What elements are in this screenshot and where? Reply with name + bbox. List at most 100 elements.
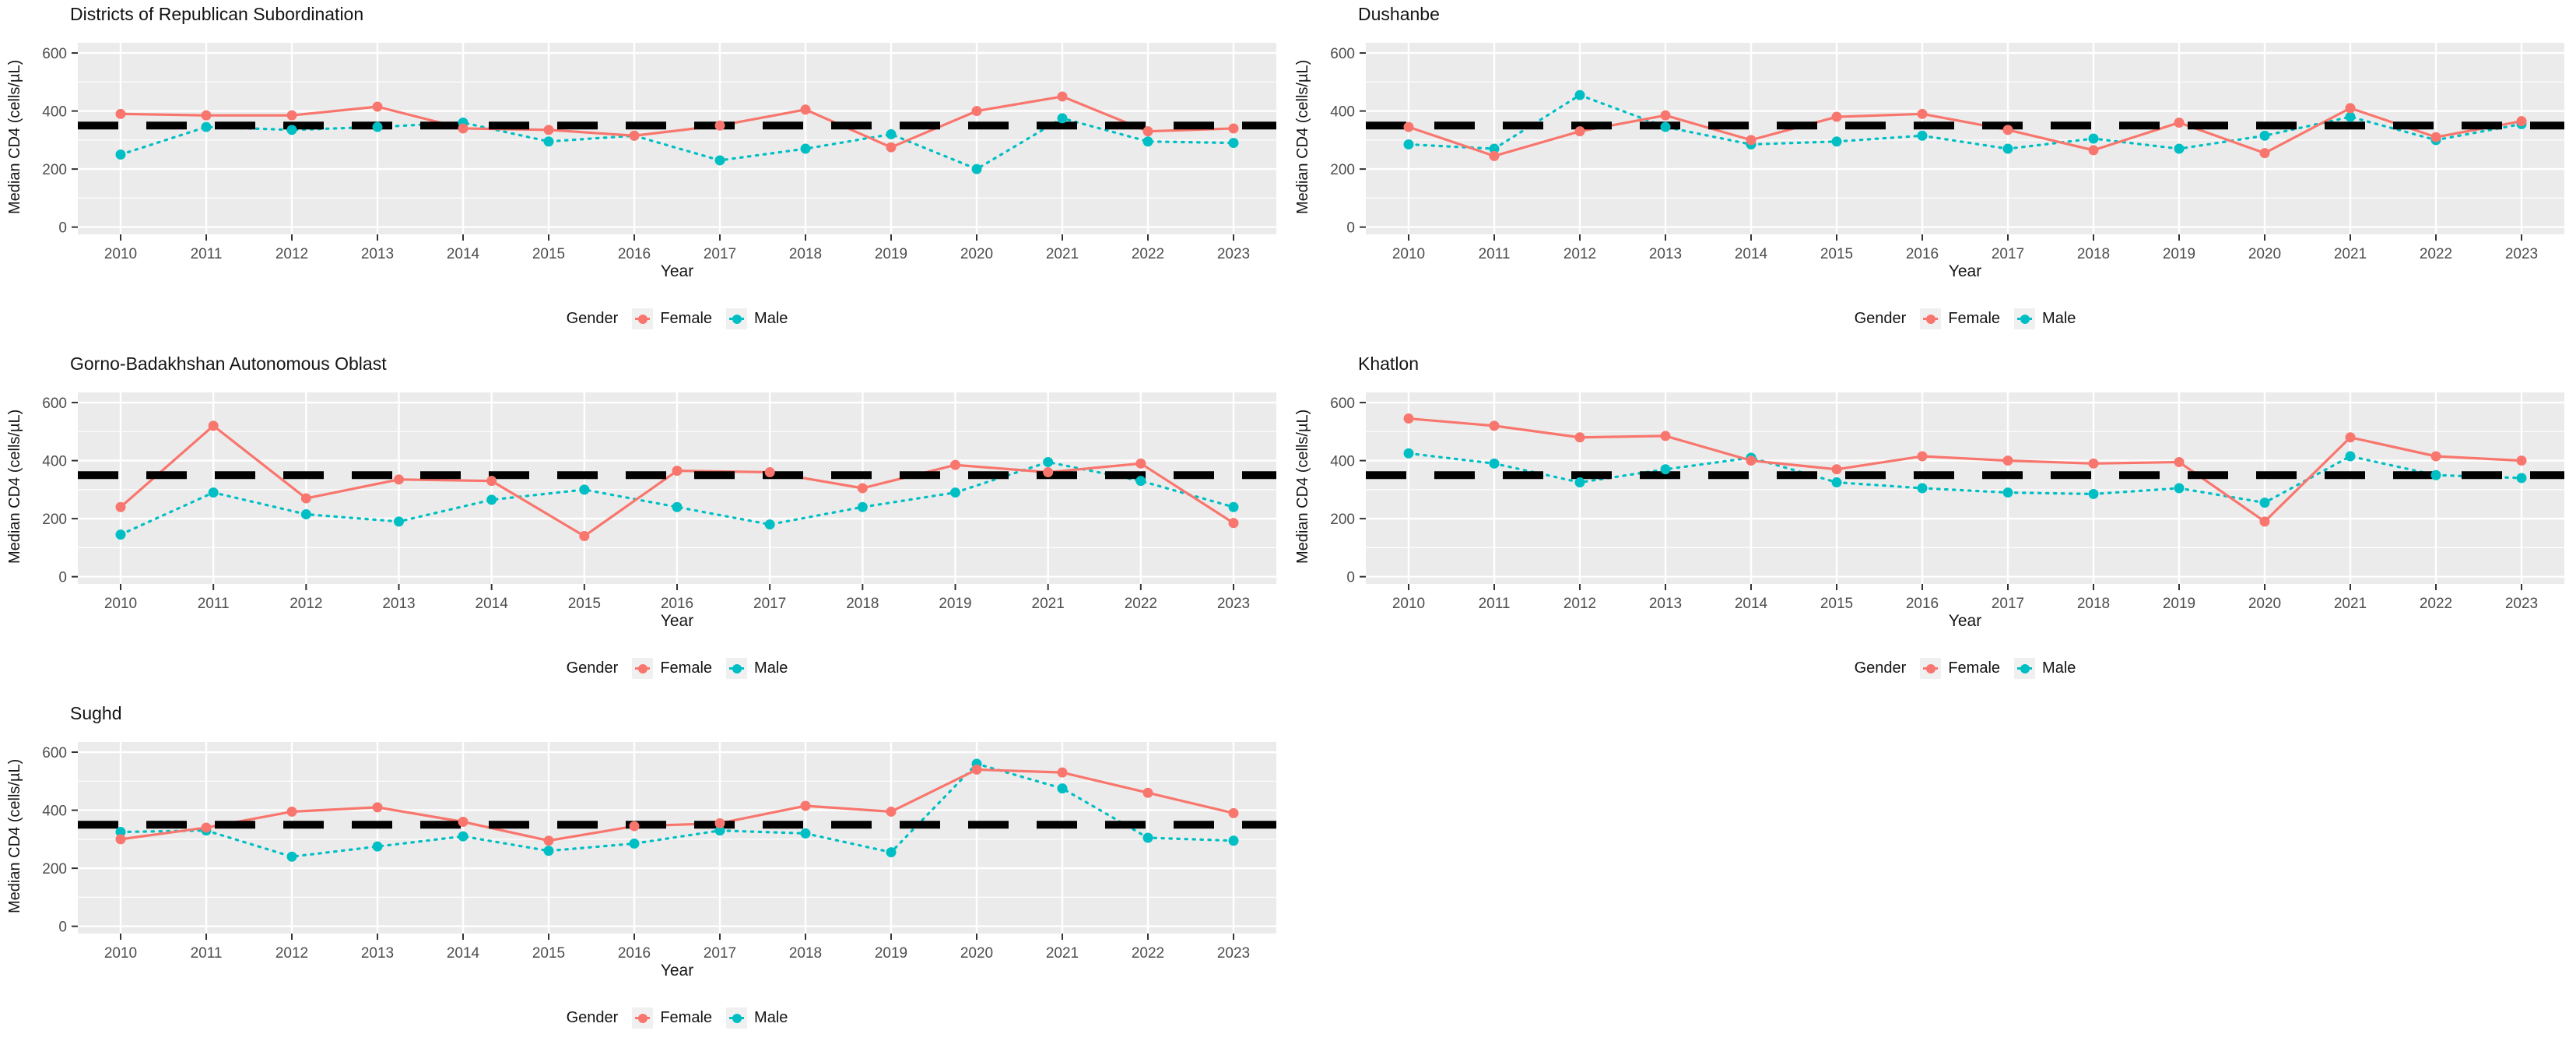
legend-key-male <box>726 658 748 679</box>
svg-text:2012: 2012 <box>1563 596 1596 612</box>
legend-item-female: Female <box>1920 308 2000 329</box>
svg-text:2022: 2022 <box>2420 246 2452 262</box>
legend-item-female: Female <box>632 308 712 329</box>
male-dot-icon <box>732 314 742 324</box>
svg-text:0: 0 <box>58 570 67 586</box>
legend-label-male: Male <box>2042 659 2076 677</box>
gender-legend: Gender Female Male <box>1366 658 2564 679</box>
svg-text:2020: 2020 <box>960 945 993 962</box>
legend-label-female: Female <box>1948 659 2001 677</box>
svg-text:600: 600 <box>42 46 67 62</box>
svg-text:2020: 2020 <box>2248 596 2281 612</box>
chart-title: Khatlon <box>1358 353 1420 374</box>
chart-canvas: 0 200 400 600 2010 2011 2012 2013 2014 2015 2016 20… <box>42 742 1276 962</box>
male-dot-icon <box>732 663 742 673</box>
empty-cell <box>1288 699 2576 1048</box>
svg-text:2020: 2020 <box>2248 246 2281 262</box>
svg-text:200: 200 <box>42 512 67 528</box>
svg-text:2011: 2011 <box>191 945 223 962</box>
svg-text:2016: 2016 <box>618 246 651 262</box>
svg-text:600: 600 <box>1330 46 1355 62</box>
svg-text:2015: 2015 <box>1820 246 1853 262</box>
svg-text:2015: 2015 <box>568 596 601 612</box>
svg-text:2021: 2021 <box>2334 596 2367 612</box>
legend-label-female: Female <box>660 310 713 327</box>
svg-text:2017: 2017 <box>704 945 736 962</box>
svg-text:0: 0 <box>1346 220 1355 237</box>
legend-title: Gender <box>566 1009 619 1026</box>
chart-canvas: 0 200 400 600 2010 2011 2012 2013 2014 2015 2016 20… <box>42 392 1276 612</box>
svg-text:2014: 2014 <box>447 246 480 262</box>
x-axis-label: Year <box>660 262 694 280</box>
svg-text:2019: 2019 <box>939 596 971 612</box>
legend-title: Gender <box>1854 310 1907 327</box>
svg-text:400: 400 <box>42 454 67 470</box>
svg-text:2015: 2015 <box>1820 596 1853 612</box>
legend-item-male: Male <box>2014 658 2076 679</box>
legend-label-male: Male <box>754 310 788 327</box>
svg-text:2015: 2015 <box>532 945 565 962</box>
x-axis-label: Year <box>660 612 694 630</box>
svg-text:2016: 2016 <box>618 945 651 962</box>
x-axis-label: Year <box>1948 262 1982 280</box>
gender-legend: Gender Female Male <box>78 1008 1276 1029</box>
svg-text:2014: 2014 <box>1735 246 1768 262</box>
svg-text:2014: 2014 <box>476 596 509 612</box>
svg-text:2022: 2022 <box>2420 596 2452 612</box>
svg-text:2021: 2021 <box>1032 596 1065 612</box>
gender-legend: Gender Female Male <box>78 658 1276 679</box>
legend-key-female <box>1920 308 1942 329</box>
svg-text:600: 600 <box>42 745 67 761</box>
chart-gorno-badakhshan-autonomous-oblast: 0 200 400 600 2010 2011 2012 2013 2014 2015 2016 20… <box>0 350 1288 699</box>
chart-canvas: 0 200 400 600 2010 2011 2012 2013 2014 2015 2016 20… <box>42 43 1276 262</box>
svg-text:2012: 2012 <box>275 945 308 962</box>
legend-key-male <box>726 308 748 329</box>
svg-text:2019: 2019 <box>2163 246 2195 262</box>
female-dot-icon <box>1925 314 1936 324</box>
legend-label-female: Female <box>660 1009 713 1026</box>
svg-text:2010: 2010 <box>1392 596 1425 612</box>
chart-title: Sughd <box>70 703 122 723</box>
legend-title: Gender <box>566 659 619 677</box>
svg-text:2016: 2016 <box>1906 246 1939 262</box>
y-axis-label: Median CD4 (cells/µL) <box>6 758 23 914</box>
chart-title: Dushanbe <box>1358 4 1440 24</box>
svg-text:0: 0 <box>1346 570 1355 586</box>
legend-item-male: Male <box>726 308 788 329</box>
svg-text:200: 200 <box>1330 162 1355 178</box>
y-axis-label: Median CD4 (cells/µL) <box>6 59 23 215</box>
svg-text:600: 600 <box>1330 396 1355 412</box>
y-axis-label: Median CD4 (cells/µL) <box>1294 409 1311 564</box>
chart-title: Districts of Republican Subordination <box>70 4 364 24</box>
gender-legend: Gender Female Male <box>78 308 1276 329</box>
x-axis-label: Year <box>1948 612 1982 630</box>
svg-text:2012: 2012 <box>275 246 308 262</box>
svg-text:2018: 2018 <box>2077 596 2110 612</box>
legend-label-male: Male <box>2042 310 2076 327</box>
svg-text:2016: 2016 <box>661 596 693 612</box>
legend-item-female: Female <box>632 658 712 679</box>
female-dot-icon <box>637 1013 648 1023</box>
legend-title: Gender <box>1854 659 1907 677</box>
svg-text:2017: 2017 <box>1992 596 2024 612</box>
svg-text:2021: 2021 <box>1046 246 1079 262</box>
legend-label-female: Female <box>660 659 713 677</box>
legend-key-female <box>632 658 654 679</box>
svg-text:2011: 2011 <box>1479 596 1511 612</box>
svg-text:2013: 2013 <box>361 246 394 262</box>
svg-text:2019: 2019 <box>2163 596 2195 612</box>
svg-text:2014: 2014 <box>1735 596 1768 612</box>
gender-legend: Gender Female Male <box>1366 308 2564 329</box>
svg-text:2012: 2012 <box>1563 246 1596 262</box>
male-dot-icon <box>2020 663 2030 673</box>
svg-text:2013: 2013 <box>382 596 415 612</box>
svg-text:2017: 2017 <box>1992 246 2024 262</box>
svg-text:2023: 2023 <box>2505 596 2538 612</box>
female-dot-icon <box>637 314 648 324</box>
svg-text:2013: 2013 <box>1649 596 1682 612</box>
svg-text:2012: 2012 <box>290 596 322 612</box>
svg-text:200: 200 <box>42 162 67 178</box>
chart-sughd: 0 200 400 600 2010 2011 2012 2013 2014 2015 2016 20… <box>0 699 1288 1048</box>
svg-text:2018: 2018 <box>2077 246 2110 262</box>
svg-text:2011: 2011 <box>1479 246 1511 262</box>
